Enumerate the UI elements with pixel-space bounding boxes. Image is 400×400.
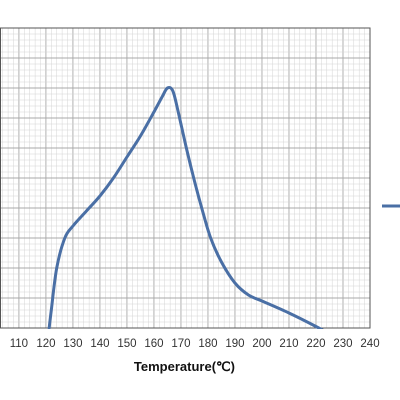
x-tick-labels: 110 120 130 140 150 160 170 180 190 200 210 220 230 2…: [10, 338, 380, 350]
series-line-0: [47, 85, 324, 329]
x-tick-label: 140: [90, 338, 109, 350]
x-tick-label: 210: [279, 338, 298, 350]
x-tick-label: 230: [333, 338, 352, 350]
x-tick-label: 130: [63, 338, 82, 350]
x-tick-label: 170: [171, 338, 190, 350]
series-layer: [47, 85, 324, 329]
x-tick-label: 190: [225, 338, 244, 350]
x-tick-label: 240: [360, 338, 379, 350]
x-tick-label: 220: [306, 338, 325, 350]
plot-frame: [0, 27, 371, 329]
x-tick-label: 160: [144, 338, 163, 350]
x-tick-label: 180: [198, 338, 217, 350]
x-tick-label: 110: [10, 338, 28, 350]
x-axis-title: Temperature(℃): [134, 359, 235, 374]
x-tick-label: 150: [117, 338, 136, 350]
x-tick-label: 120: [36, 338, 55, 350]
x-tick-label: 200: [252, 338, 271, 350]
